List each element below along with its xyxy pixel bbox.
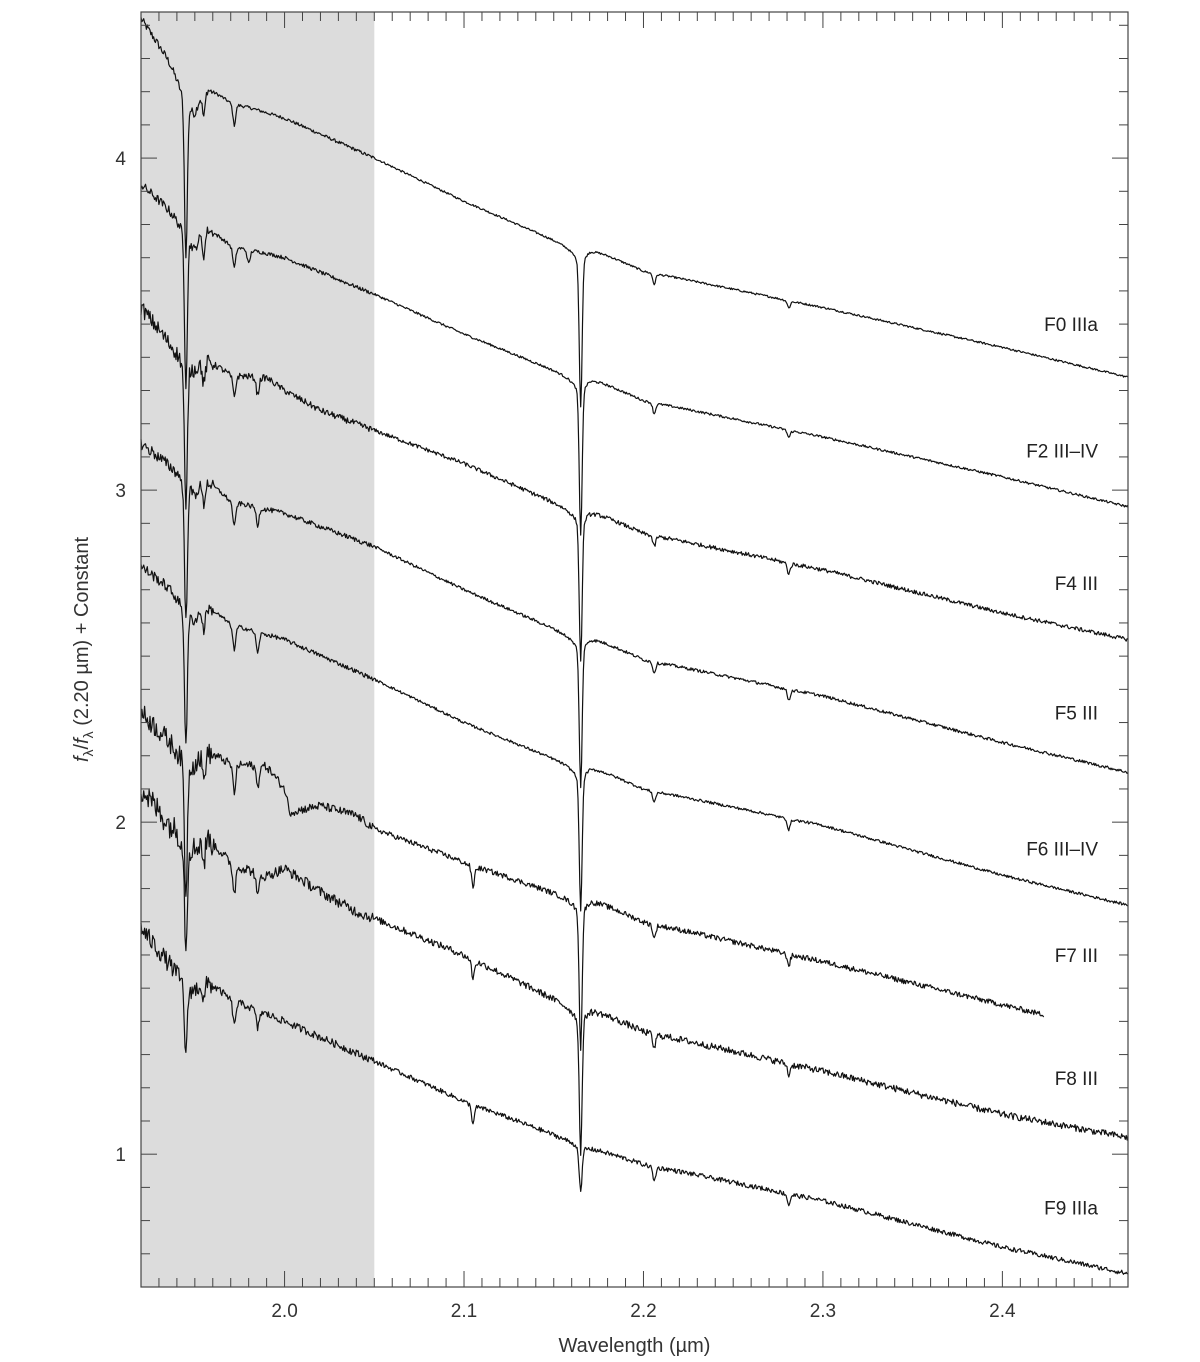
spectrum-line (140, 303, 1129, 662)
spectrum-line (140, 17, 1129, 408)
spectrum-line (140, 789, 1129, 1156)
spectrum-line (140, 183, 1129, 536)
spectrum-label: F5 III (1055, 704, 1098, 725)
axis-ticks (140, 12, 1129, 1288)
spectrum-label: F7 III (1055, 946, 1098, 967)
spectrum-line (140, 923, 1129, 1275)
y-tick-label: 1 (115, 1145, 126, 1166)
x-tick-label: 2.3 (810, 1301, 836, 1322)
x-tick-label: 2.0 (271, 1301, 297, 1322)
spectrum-label: F6 III–IV (1026, 840, 1098, 861)
spectrum-line (140, 439, 1129, 789)
spectrum-label: F0 IIIa (1044, 315, 1098, 336)
spectrum-label: F9 IIIa (1044, 1198, 1098, 1219)
x-tick-labels: 2.0 2.1 2.2 2.3 2.4 (271, 1301, 1016, 1322)
y-tick-labels: 1 2 3 4 (115, 149, 126, 1166)
spectra-group (140, 17, 1129, 1275)
x-tick-label: 2.4 (989, 1301, 1016, 1322)
y-tick-label: 3 (115, 481, 126, 502)
y-axis-title: fλ/fλ (2.20 µm) + Constant (71, 537, 96, 763)
spectrum-label: F8 III (1055, 1069, 1098, 1090)
spectrum-label: F2 III–IV (1026, 441, 1098, 462)
spectrum-label: F4 III (1055, 574, 1098, 595)
x-tick-label: 2.1 (451, 1301, 477, 1322)
x-axis-title: Wavelength (µm) (559, 1335, 711, 1357)
plot-frame (140, 11, 1129, 1288)
spectrum-labels: F0 IIIa F2 III–IV F4 III F5 III F6 III–IV F7 … (1026, 315, 1098, 1219)
plot-area: F0 IIIa F2 III–IV F4 III F5 III F6 III–IV F7 … (140, 11, 1129, 1288)
shaded-region (141, 12, 375, 1287)
x-tick-label: 2.2 (630, 1301, 656, 1322)
spectrum-line (140, 564, 1129, 912)
y-tick-label: 2 (115, 813, 126, 834)
spectrum-line (140, 705, 1045, 1051)
y-tick-label: 4 (115, 149, 126, 170)
